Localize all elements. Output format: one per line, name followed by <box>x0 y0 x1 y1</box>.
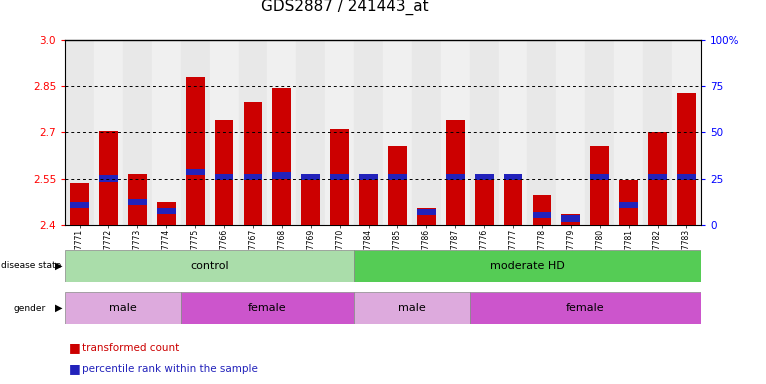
Bar <box>591 174 609 180</box>
Text: male: male <box>109 303 137 313</box>
Bar <box>359 174 378 180</box>
Bar <box>65 292 181 324</box>
Bar <box>556 40 585 225</box>
Bar <box>677 174 696 180</box>
Text: moderate HD: moderate HD <box>490 261 565 271</box>
Text: female: female <box>248 303 286 313</box>
Bar <box>354 40 383 225</box>
Bar <box>65 40 94 225</box>
Bar <box>672 40 701 225</box>
Bar <box>65 250 354 282</box>
Bar <box>354 250 701 282</box>
Bar <box>359 177 378 225</box>
Text: control: control <box>190 261 229 271</box>
Bar <box>619 202 638 208</box>
Bar <box>244 102 262 225</box>
Bar <box>475 174 493 180</box>
Bar <box>94 40 123 225</box>
Bar <box>504 174 522 180</box>
Bar <box>99 175 118 182</box>
Bar <box>128 199 147 205</box>
Bar <box>273 88 291 225</box>
Bar <box>643 40 672 225</box>
Text: GDS2887 / 241443_at: GDS2887 / 241443_at <box>261 0 428 15</box>
Bar <box>440 40 470 225</box>
Text: disease state: disease state <box>1 262 61 270</box>
Bar <box>648 174 667 180</box>
Bar <box>210 40 238 225</box>
Text: ▶: ▶ <box>55 261 63 271</box>
Bar <box>152 40 181 225</box>
Text: female: female <box>566 303 604 313</box>
Bar <box>446 174 465 180</box>
Bar <box>186 77 205 225</box>
Bar <box>267 40 296 225</box>
Text: ■: ■ <box>69 341 80 354</box>
Text: male: male <box>398 303 426 313</box>
Text: ■: ■ <box>69 362 80 375</box>
Bar <box>614 40 643 225</box>
Bar <box>383 40 412 225</box>
Bar <box>499 40 528 225</box>
Bar <box>181 40 210 225</box>
Bar <box>214 174 234 180</box>
Bar <box>330 174 349 180</box>
Bar <box>70 202 89 208</box>
Bar <box>301 177 320 225</box>
Bar <box>238 40 267 225</box>
Bar <box>186 169 205 175</box>
Bar <box>412 40 440 225</box>
Bar <box>128 174 147 225</box>
Bar <box>301 174 320 180</box>
Bar <box>99 131 118 225</box>
Text: gender: gender <box>14 304 46 313</box>
Text: transformed count: transformed count <box>82 343 179 353</box>
Bar <box>388 146 407 225</box>
Bar <box>561 214 580 225</box>
Bar <box>354 292 470 324</box>
Bar <box>157 208 175 214</box>
Bar <box>470 40 499 225</box>
Bar <box>214 120 234 225</box>
Bar <box>446 120 465 225</box>
Bar <box>677 93 696 225</box>
Bar <box>296 40 326 225</box>
Bar <box>417 209 436 215</box>
Bar <box>70 183 89 225</box>
Bar <box>532 195 552 225</box>
Bar <box>648 132 667 225</box>
Text: percentile rank within the sample: percentile rank within the sample <box>82 364 258 374</box>
Bar <box>470 292 701 324</box>
Bar <box>123 40 152 225</box>
Bar <box>326 40 354 225</box>
Bar <box>528 40 556 225</box>
Bar <box>475 180 493 225</box>
Bar <box>591 146 609 225</box>
Bar <box>181 292 354 324</box>
Bar <box>532 212 552 218</box>
Bar <box>273 172 291 179</box>
Bar <box>330 129 349 225</box>
Bar <box>561 215 580 222</box>
Bar <box>619 180 638 225</box>
Bar <box>417 208 436 225</box>
Bar <box>585 40 614 225</box>
Bar <box>388 174 407 180</box>
Text: ▶: ▶ <box>55 303 63 313</box>
Bar <box>244 174 262 180</box>
Bar <box>157 202 175 225</box>
Bar <box>504 177 522 225</box>
